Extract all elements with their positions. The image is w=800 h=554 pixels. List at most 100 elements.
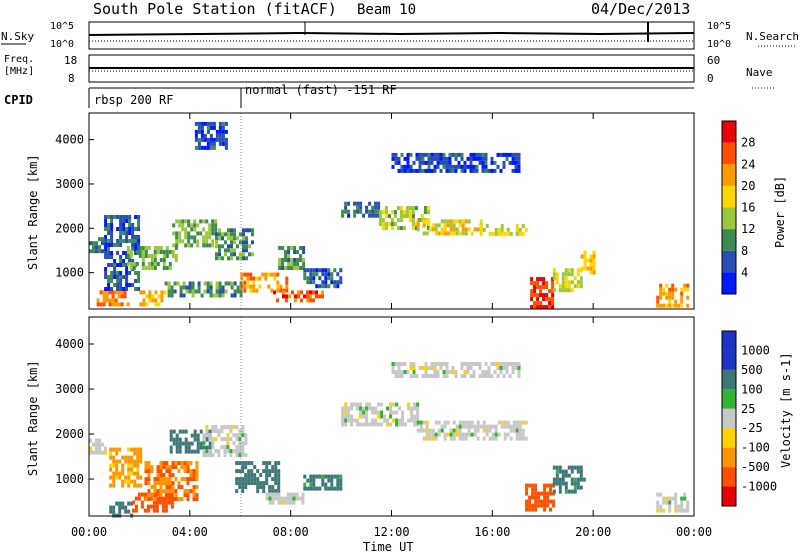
velocity-cell-7: [238, 477, 242, 482]
velocity-cell-10: [350, 418, 354, 423]
power-cell-2: [119, 275, 123, 279]
power-cell-14: [393, 214, 397, 219]
power-cell-2: [122, 231, 126, 235]
power-cell-15: [464, 231, 468, 236]
power-cell-2: [104, 275, 108, 279]
power-cell-2: [125, 263, 129, 267]
power-cell-2: [119, 231, 123, 235]
velocity-cell-9: [336, 482, 340, 487]
velocity-cell-10: [359, 402, 363, 407]
power-cell-2: [116, 239, 120, 243]
power-cell-3: [141, 250, 145, 254]
velocity-cell-1: [121, 455, 125, 460]
power-cell-19: [579, 276, 583, 281]
power-cell-7: [197, 145, 201, 150]
power-cell-9: [246, 280, 250, 285]
power-cell-21: [665, 291, 669, 296]
power-cell-21: [686, 295, 690, 300]
power-cell-6: [179, 289, 183, 294]
velocity-cell-10: [356, 406, 360, 411]
power-cell-18: [533, 305, 537, 310]
velocity-cell-1: [121, 471, 125, 476]
power-cell-14: [411, 226, 415, 231]
power-cell-9: [252, 280, 256, 285]
velocity-cell-1: [133, 463, 137, 468]
power-cell-6: [218, 289, 222, 294]
power-cell-9: [276, 288, 280, 293]
power-cell-2: [119, 215, 123, 219]
velocity-cell-6: [202, 453, 206, 458]
power-cell-8: [245, 240, 248, 245]
velocity-cell-0: [92, 450, 95, 455]
velocity-cell-1: [139, 451, 143, 456]
power-cell-7: [209, 137, 213, 142]
velocity-cell-9: [339, 482, 343, 487]
power-cell-21: [671, 295, 675, 300]
velocity-cell-12: [481, 370, 485, 374]
power-cell-8: [239, 232, 242, 237]
velocity-cell-10: [413, 414, 417, 419]
power-cell-7: [200, 129, 204, 134]
velocity-cell-8: [277, 500, 281, 505]
velocity-cell-11: [479, 424, 483, 429]
freq-label-line1: Freq.: [4, 54, 34, 65]
power-cell-1: [117, 290, 121, 295]
power-cell-3: [144, 266, 148, 270]
power-cell-17: [436, 164, 440, 169]
power-cell-3: [162, 262, 166, 266]
velocity-cell-8: [295, 496, 299, 501]
velocity-cell-10: [380, 402, 384, 407]
velocity-cell-5: [193, 449, 197, 454]
power-cell-9: [276, 284, 280, 289]
power-cell-17: [448, 160, 452, 165]
power-cell-20: [592, 266, 596, 271]
power-cell-18: [551, 285, 555, 290]
power-cell-2: [122, 239, 126, 243]
power-cell-13: [371, 205, 375, 210]
velocity-cell-10: [365, 414, 369, 419]
velocity-cell-11: [437, 428, 441, 433]
power-cell-7: [218, 141, 222, 146]
velocity-cell-7: [250, 477, 254, 482]
power-cell-18: [536, 297, 540, 302]
velocity-cell-9: [327, 474, 331, 479]
power-cell-15: [449, 223, 453, 228]
velocity-cell-12: [514, 362, 518, 366]
velocity-cell-8: [274, 492, 278, 497]
power-cell-17: [472, 168, 476, 173]
velocity-cell-6: [235, 437, 239, 442]
power-cell-5: [193, 223, 197, 228]
velocity-cell-7: [277, 461, 281, 466]
power-cell-20: [592, 254, 596, 259]
velocity-cell-12: [472, 370, 476, 374]
power-cell-17: [499, 152, 503, 157]
velocity-cell-4: [147, 489, 151, 494]
power-cell-2: [134, 247, 138, 251]
velocity-cell-12: [397, 374, 401, 378]
power-cell-2: [122, 287, 126, 291]
power-cell-10: [282, 290, 285, 295]
power-cell-20: [592, 250, 596, 255]
velocity-cell-12: [445, 366, 449, 370]
power-cells: [89, 121, 690, 310]
power-cell-9: [273, 272, 277, 277]
power-cell-15: [479, 219, 483, 224]
power-cell-3: [156, 246, 160, 250]
power-cell-17: [493, 168, 497, 173]
velocity-cell-14: [552, 481, 556, 486]
power-cell-8: [221, 256, 224, 261]
velocity-cell-5: [196, 449, 200, 454]
power-cell-17: [490, 168, 494, 173]
velocity-cell-4: [177, 461, 181, 466]
power-cell-7: [221, 141, 225, 146]
power-cell-14: [399, 218, 403, 223]
power-cell-2: [137, 215, 141, 219]
velocity-cell-6: [214, 429, 218, 434]
power-cell-8: [230, 244, 233, 249]
velocity-cell-10: [413, 402, 417, 407]
power-cell-2: [137, 227, 141, 231]
velocity-cell-4: [189, 469, 193, 474]
power-cell-1: [102, 302, 106, 307]
velocity-cell-5: [178, 429, 182, 434]
velocity-cell-9: [321, 478, 325, 483]
